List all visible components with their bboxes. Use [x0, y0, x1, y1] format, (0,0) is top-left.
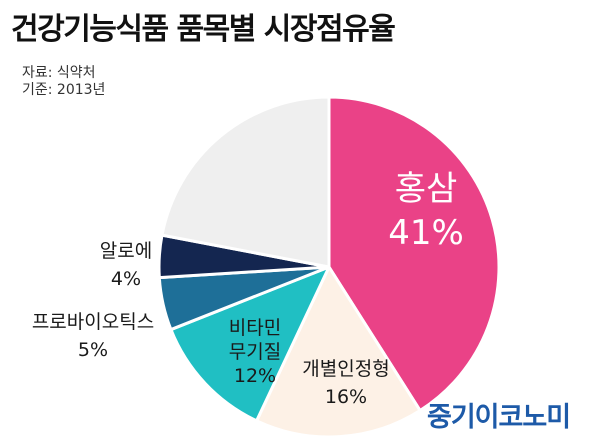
slice-name-label-2: 무기질	[229, 341, 281, 363]
brand-logo: 중기이코노미	[427, 402, 571, 433]
slice-name-label-4: 알로에	[100, 240, 152, 262]
slice-value-label-1: 16%	[325, 386, 367, 408]
pie-slice-5	[160, 95, 331, 269]
pie-slices	[157, 95, 501, 439]
slice-value-label-4: 4%	[111, 268, 141, 290]
base-year-note: 기준: 2013년	[22, 82, 106, 98]
chart-title: 건강기능식품 품목별 시장점유율	[11, 12, 396, 47]
slice-name-label-0: 홍삼	[395, 169, 458, 209]
slice-value-label-0: 41%	[388, 213, 464, 253]
pie-slice-2	[169, 265, 331, 423]
slice-name-label-3: 프로바이오틱스	[32, 311, 154, 333]
slice-name-label-2: 비타민	[229, 317, 281, 339]
source-note: 자료: 식약처	[22, 65, 96, 81]
slice-value-label-3: 5%	[78, 339, 108, 361]
slice-value-label-2: 12%	[234, 365, 276, 387]
slice-name-label-1: 개별인정형	[302, 358, 389, 380]
pie-slice-1	[255, 265, 422, 439]
